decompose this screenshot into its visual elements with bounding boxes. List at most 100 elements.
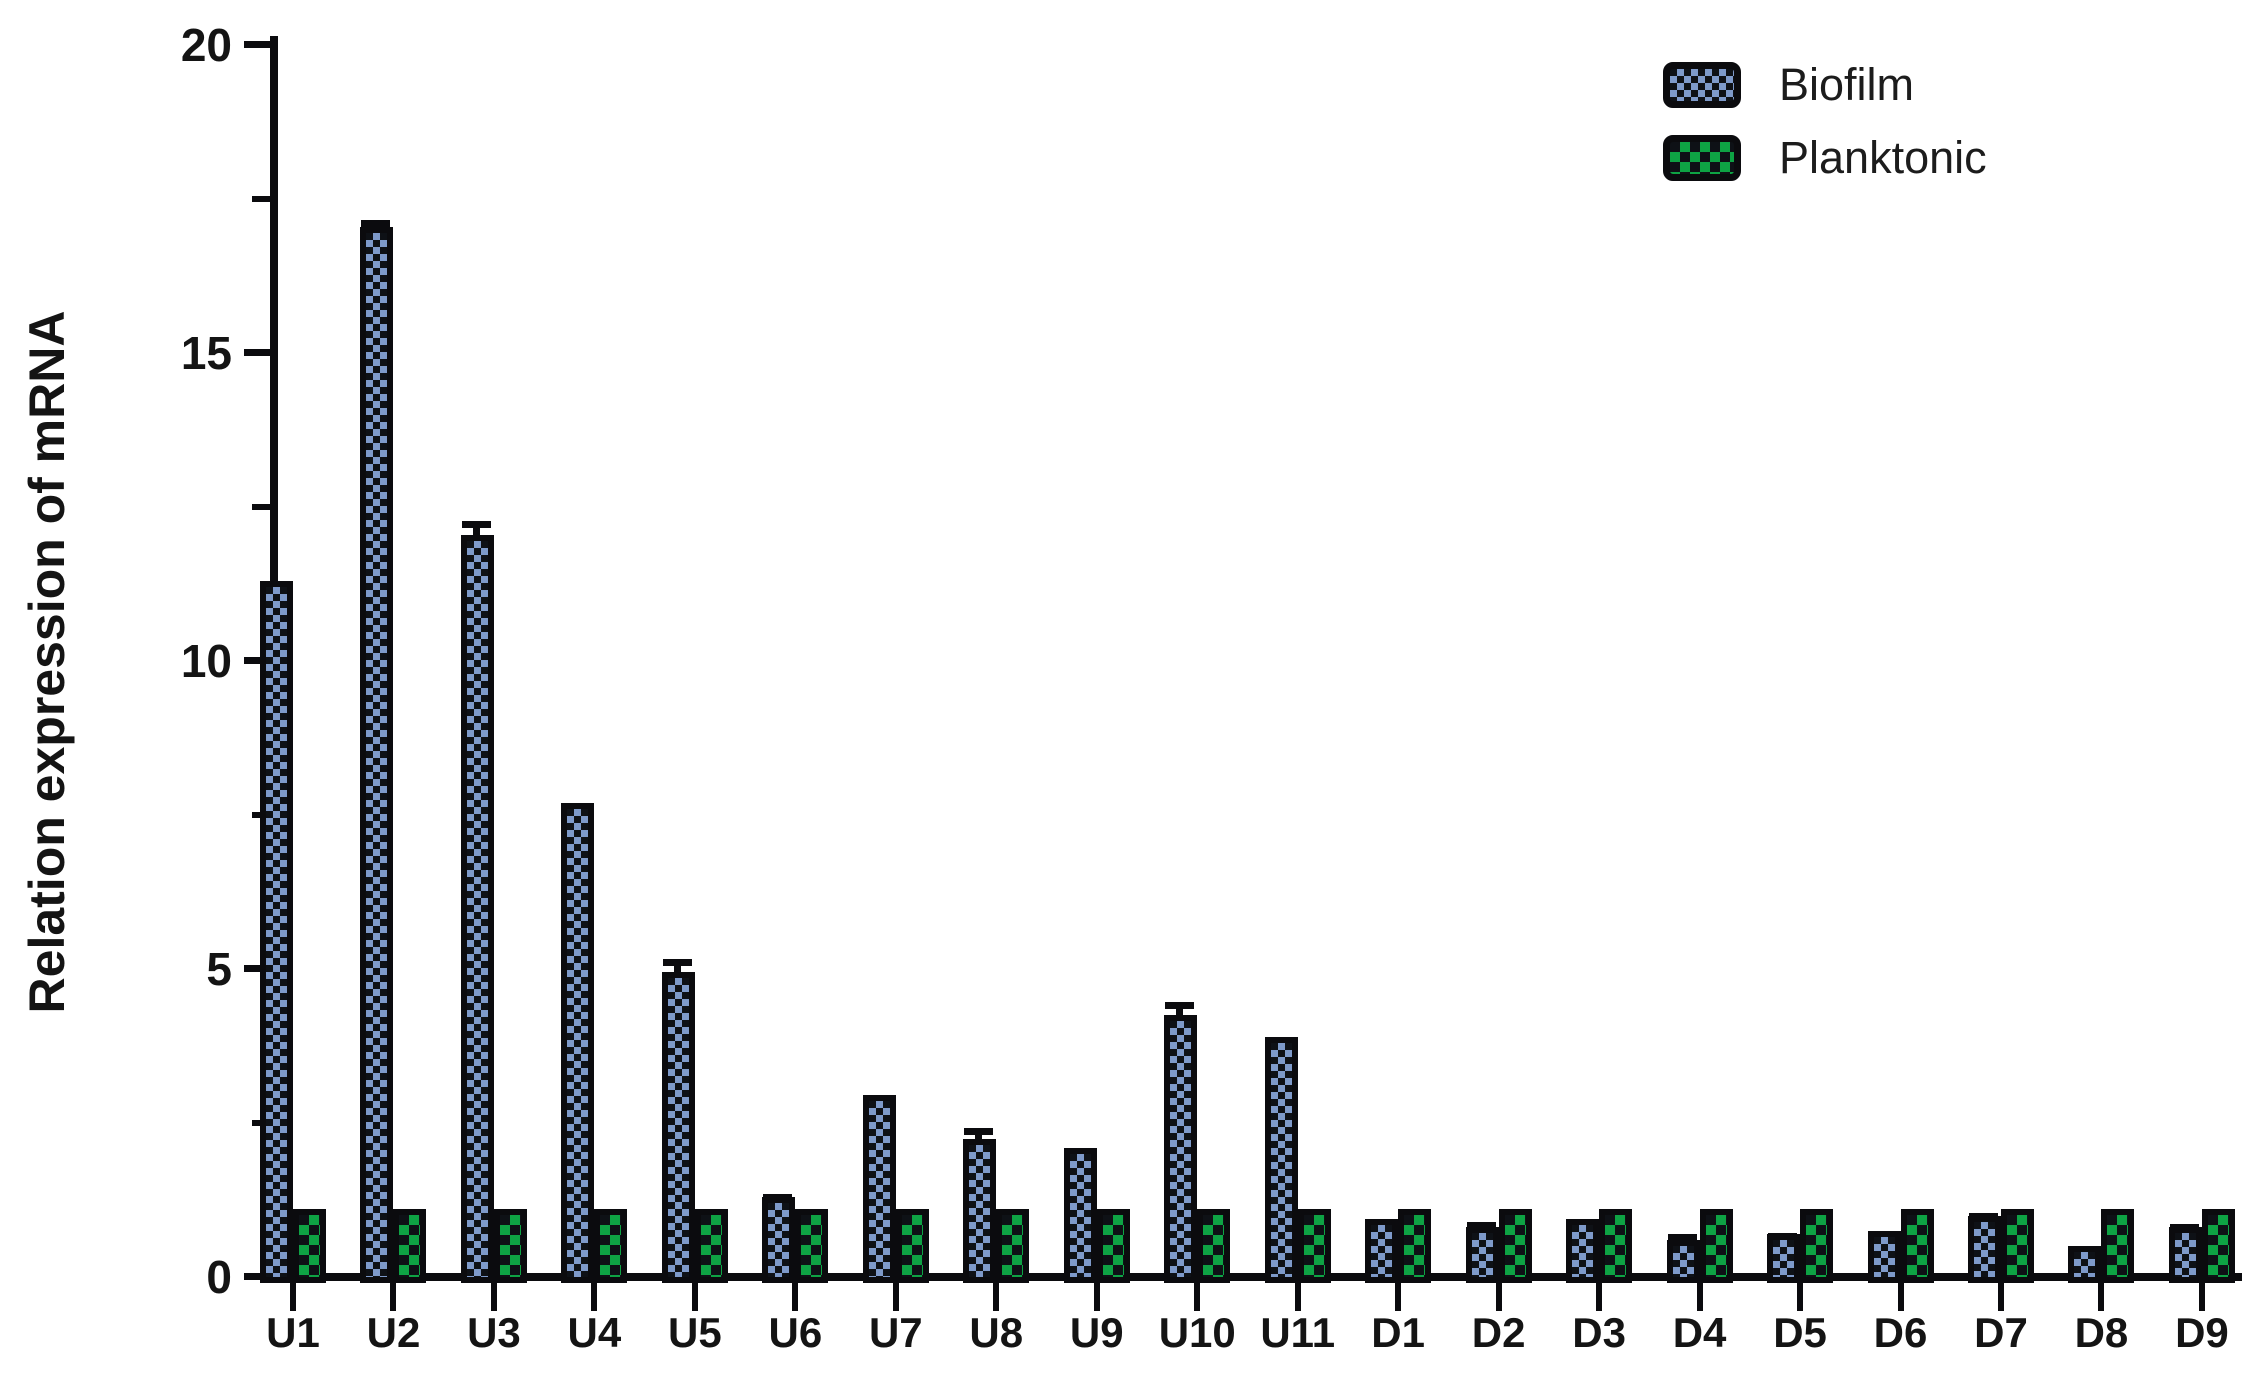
planktonic-swatch-icon xyxy=(1663,135,1741,181)
bar-biofilm-U4 xyxy=(561,802,595,1283)
x-tick xyxy=(1093,1281,1100,1311)
bar-biofilm-D2 xyxy=(1465,1226,1499,1283)
bar-biofilm-D7 xyxy=(1967,1215,2001,1283)
legend: Biofilm Planktonic xyxy=(1663,62,1987,181)
bar-planktonic-D1 xyxy=(1398,1209,1432,1283)
legend-item-planktonic: Planktonic xyxy=(1663,135,1987,181)
bar-planktonic-U9 xyxy=(1096,1209,1130,1283)
x-tick xyxy=(1395,1281,1402,1311)
bar-biofilm-D9 xyxy=(2168,1226,2202,1283)
x-tick-label-U1: U1 xyxy=(266,1309,320,1356)
bar-biofilm-U6 xyxy=(762,1197,796,1283)
legend-label-biofilm: Biofilm xyxy=(1779,59,1915,110)
x-tick-label-D2: D2 xyxy=(1471,1309,1526,1356)
error-bar-cap-U5 xyxy=(662,958,692,966)
y-tick-label: 20 xyxy=(180,19,232,71)
bar-biofilm-D1 xyxy=(1365,1218,1399,1283)
y-tick-label: 10 xyxy=(180,635,232,687)
legend-label-planktonic: Planktonic xyxy=(1779,132,1987,183)
bar-planktonic-D8 xyxy=(2101,1209,2135,1283)
y-axis-title: Relation expression of mRNA xyxy=(19,310,75,1014)
x-tick-label-D8: D8 xyxy=(2074,1309,2129,1356)
bar-planktonic-D9 xyxy=(2201,1209,2235,1283)
x-tick xyxy=(2098,1281,2105,1311)
bar-planktonic-U2 xyxy=(393,1209,427,1283)
x-tick xyxy=(691,1281,698,1311)
biofilm-swatch-icon xyxy=(1663,62,1741,108)
x-tick xyxy=(1495,1281,1502,1311)
bar-planktonic-U11 xyxy=(1297,1209,1331,1283)
bar-planktonic-U5 xyxy=(694,1209,728,1283)
bar-biofilm-D3 xyxy=(1566,1218,1600,1283)
x-tick-label-U3: U3 xyxy=(467,1309,521,1356)
x-tick xyxy=(2198,1281,2205,1311)
y-major-tick xyxy=(244,1273,270,1280)
bar-biofilm-U11 xyxy=(1264,1036,1298,1283)
x-tick xyxy=(591,1281,598,1311)
x-tick xyxy=(1194,1281,1201,1311)
x-tick-label-D7: D7 xyxy=(1974,1309,2028,1356)
x-tick-label-U11: U11 xyxy=(1260,1309,1336,1356)
bar-biofilm-U2 xyxy=(360,226,394,1283)
y-minor-tick xyxy=(252,504,270,510)
bar-biofilm-U8 xyxy=(963,1138,997,1283)
bar-planktonic-U7 xyxy=(895,1209,929,1283)
x-tick-label-D4: D4 xyxy=(1672,1309,1727,1356)
x-tick xyxy=(1797,1281,1804,1311)
bar-biofilm-D5 xyxy=(1767,1234,1801,1283)
bar-planktonic-D6 xyxy=(1900,1209,1934,1283)
x-tick-label-D3: D3 xyxy=(1572,1309,1626,1356)
x-tick-label-U6: U6 xyxy=(768,1309,823,1356)
bar-biofilm-D4 xyxy=(1666,1240,1700,1283)
bar-planktonic-U8 xyxy=(996,1209,1030,1283)
bar-biofilm-D8 xyxy=(2068,1246,2102,1283)
x-tick-label-D1: D1 xyxy=(1371,1309,1426,1356)
bar-planktonic-D2 xyxy=(1498,1209,1532,1283)
bar-biofilm-U7 xyxy=(862,1095,896,1283)
x-tick-label-U4: U4 xyxy=(567,1309,622,1356)
x-tick xyxy=(290,1281,296,1311)
y-major-tick xyxy=(244,41,270,48)
error-bar-cap-D4 xyxy=(1667,1234,1697,1242)
bar-biofilm-D6 xyxy=(1867,1230,1901,1283)
x-tick-label-D9: D9 xyxy=(2175,1309,2229,1356)
x-tick xyxy=(892,1281,899,1311)
y-major-tick xyxy=(244,965,270,972)
x-tick-label-U5: U5 xyxy=(668,1309,722,1356)
x-tick xyxy=(390,1281,397,1311)
y-tick-label: 15 xyxy=(180,327,232,379)
bar-planktonic-U1 xyxy=(293,1209,326,1283)
error-bar-cap-U10 xyxy=(1165,1001,1195,1009)
x-tick xyxy=(1696,1281,1703,1311)
bar-planktonic-U4 xyxy=(594,1209,628,1283)
bar-biofilm-U9 xyxy=(1063,1147,1097,1283)
x-axis-line xyxy=(270,1273,2242,1281)
x-tick xyxy=(1997,1281,2004,1311)
bar-planktonic-U10 xyxy=(1197,1209,1231,1283)
bar-planktonic-U3 xyxy=(493,1209,527,1283)
y-minor-tick xyxy=(252,196,270,202)
error-bar-cap-U2 xyxy=(361,219,391,227)
bar-planktonic-D4 xyxy=(1699,1209,1733,1283)
x-tick xyxy=(993,1281,1000,1311)
bar-planktonic-D7 xyxy=(2000,1209,2034,1283)
y-tick-label: 0 xyxy=(206,1251,232,1303)
y-major-tick xyxy=(244,349,270,356)
x-tick-label-D6: D6 xyxy=(1873,1309,1928,1356)
bar-planktonic-D5 xyxy=(1800,1209,1834,1283)
x-tick-label-U9: U9 xyxy=(1069,1309,1124,1356)
x-tick xyxy=(1596,1281,1603,1311)
y-tick-label: 5 xyxy=(206,943,232,995)
x-tick xyxy=(792,1281,799,1311)
x-tick-label-U2: U2 xyxy=(366,1309,421,1356)
bar-biofilm-U1 xyxy=(260,581,293,1283)
bar-planktonic-U6 xyxy=(795,1209,829,1283)
y-major-tick xyxy=(244,657,270,664)
bar-biofilm-U3 xyxy=(460,534,494,1283)
bar-biofilm-U5 xyxy=(661,972,695,1283)
x-tick xyxy=(490,1281,497,1311)
bar-planktonic-D3 xyxy=(1599,1209,1633,1283)
x-tick-label-D5: D5 xyxy=(1773,1309,1827,1356)
x-tick-label-U10: U10 xyxy=(1158,1309,1236,1356)
